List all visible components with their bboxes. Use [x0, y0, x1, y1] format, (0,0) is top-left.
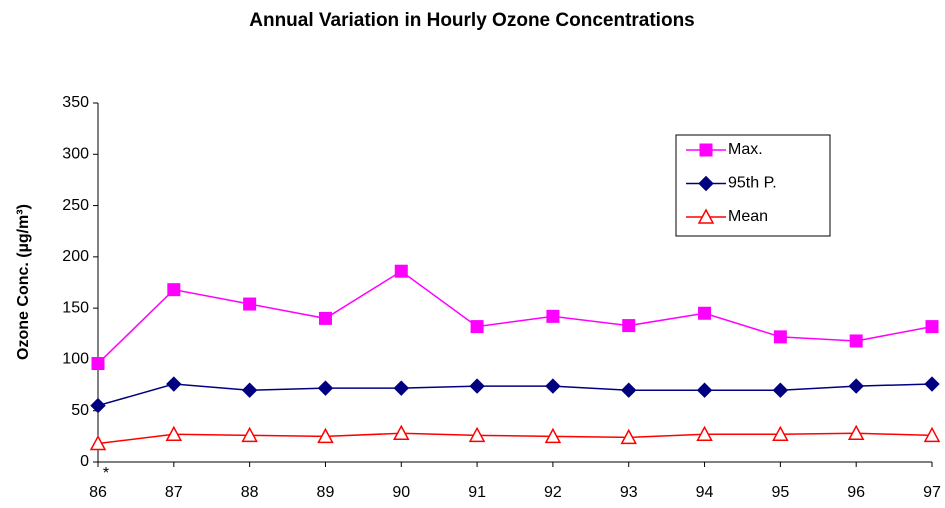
- point: [923, 426, 941, 443]
- point: [772, 382, 789, 398]
- point: [89, 434, 107, 451]
- y-tick-label: 250: [62, 197, 89, 214]
- point: [317, 380, 334, 396]
- point: [622, 319, 636, 333]
- point: [698, 306, 712, 320]
- point: [393, 424, 410, 441]
- point: [696, 425, 713, 442]
- point: [470, 320, 484, 334]
- point: [393, 380, 409, 396]
- point: [243, 297, 257, 311]
- point: [166, 376, 182, 392]
- point: [469, 378, 485, 394]
- point: [924, 376, 940, 392]
- point: [847, 424, 865, 441]
- y-tick-label: 150: [62, 299, 89, 316]
- point: [925, 320, 939, 334]
- point: [544, 427, 562, 444]
- x-tick-label: 94: [696, 484, 714, 501]
- point: [772, 425, 789, 442]
- legend-label: 95th P.: [728, 175, 777, 192]
- y-tick-label: 0: [80, 453, 89, 470]
- x-tick-label: 92: [544, 484, 562, 501]
- series-line: [97, 270, 933, 365]
- point: [241, 426, 258, 443]
- x-tick-label: 90: [392, 484, 410, 501]
- point: [773, 330, 787, 344]
- y-tick-label: 300: [62, 146, 89, 163]
- legend-label: Max.: [728, 141, 763, 158]
- legend-label: Mean: [728, 208, 768, 225]
- x-tick-label: 91: [468, 484, 486, 501]
- y-tick-label: 200: [62, 248, 89, 265]
- point: [167, 283, 181, 297]
- point: [91, 357, 105, 371]
- legend-marker: [697, 208, 715, 224]
- y-tick-label: 350: [62, 94, 89, 111]
- point: [621, 382, 637, 398]
- y-axis-title: Ozone Conc. (µg/m³): [15, 204, 32, 360]
- point: [848, 378, 864, 394]
- x-tick-label: 97: [923, 484, 941, 501]
- point: [90, 397, 106, 414]
- point: [546, 309, 560, 323]
- x-tick-label: 87: [165, 484, 183, 501]
- series-line: [97, 383, 933, 407]
- legend-marker: [699, 143, 713, 157]
- point: [620, 428, 637, 445]
- point: [317, 427, 334, 444]
- chart-title: Annual Variation in Hourly Ozone Concent…: [249, 10, 695, 31]
- x-tick-label: 96: [847, 484, 865, 501]
- legend-marker: [698, 175, 714, 192]
- series-line: [97, 432, 933, 445]
- x-tick-label: 86: [89, 484, 107, 501]
- x-tick-label: 93: [620, 484, 638, 501]
- point: [696, 382, 713, 398]
- point: [394, 264, 408, 278]
- x-tick-label: 95: [771, 484, 789, 501]
- annotation: *: [103, 465, 109, 482]
- point: [545, 378, 561, 394]
- x-tick-label: 88: [241, 484, 259, 501]
- point: [849, 334, 863, 348]
- point: [241, 382, 258, 398]
- y-tick-label: 100: [62, 351, 89, 368]
- point: [318, 311, 332, 325]
- point: [468, 426, 486, 443]
- y-tick-label: 50: [71, 402, 89, 419]
- x-tick-label: 89: [317, 484, 335, 501]
- point: [165, 425, 183, 442]
